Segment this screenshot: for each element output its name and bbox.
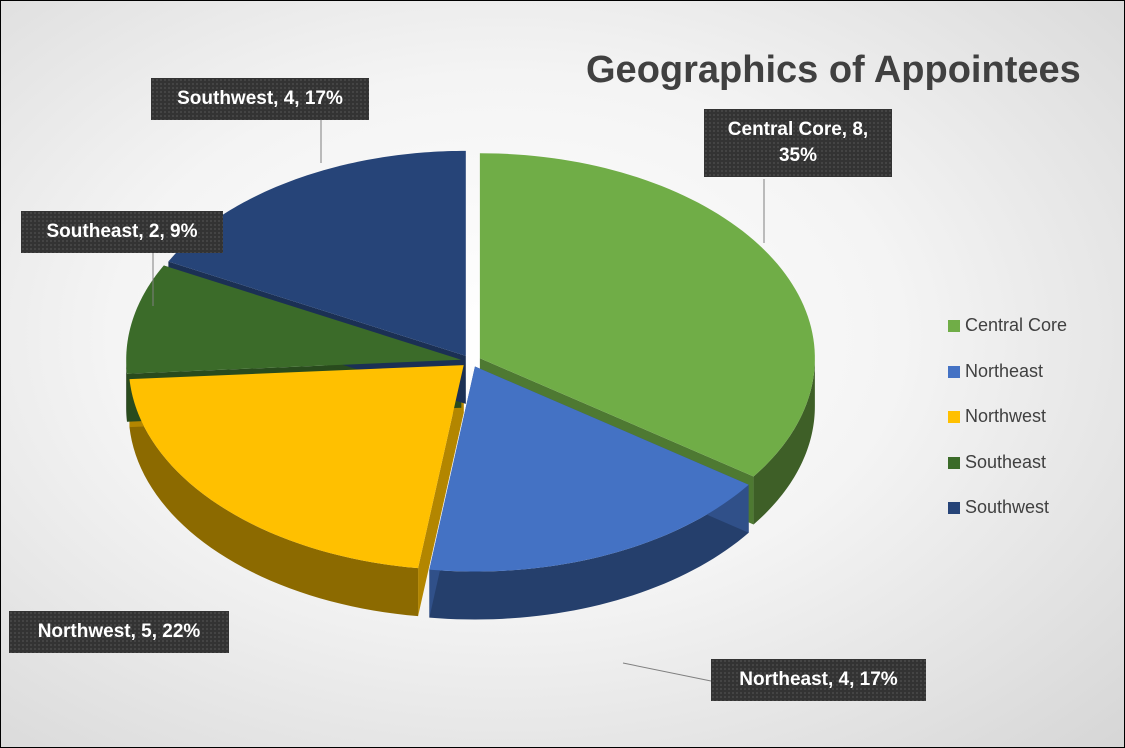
leader-line: [622, 662, 712, 682]
pie-slice: [126, 265, 462, 374]
data-label: Northeast, 4, 17%: [711, 659, 926, 701]
pie-slice-side: [753, 358, 815, 525]
legend-swatch: [948, 502, 960, 514]
pie-slice-side: [129, 379, 419, 617]
legend-item: Northwest: [948, 406, 1046, 427]
pie-slice: [129, 365, 464, 569]
data-label: Southwest, 4, 17%: [151, 78, 369, 120]
pie-slice: [168, 150, 466, 356]
data-label: Central Core, 8, 35%: [704, 109, 892, 177]
data-label: Northwest, 5, 22%: [9, 611, 229, 653]
legend-label: Southwest: [965, 497, 1050, 517]
legend-swatch: [948, 320, 960, 332]
pie-slice: [429, 366, 749, 572]
pie-slice-side: [429, 484, 749, 620]
legend-label: Northwest: [965, 406, 1047, 426]
legend-swatch: [948, 365, 960, 378]
legend-swatch: [948, 456, 960, 469]
legend-label: Southeast: [965, 451, 1047, 472]
legend-label: Northeast: [965, 360, 1044, 381]
legend-label: Central Core: [965, 315, 1068, 335]
pie-slice-edge: [418, 365, 464, 617]
pie-slice: [479, 153, 815, 477]
legend-item: Southeast: [948, 452, 1046, 473]
legend-item: Northeast: [948, 361, 1043, 382]
pie-slice-side: [126, 359, 127, 422]
data-label: Southeast, 2, 9%: [21, 211, 223, 253]
legend-item: Central Core: [948, 315, 1067, 336]
legend-item: Southwest: [948, 497, 1049, 518]
chart-title: Geographics of Appointees: [586, 49, 1081, 91]
legend-swatch: [948, 411, 960, 423]
